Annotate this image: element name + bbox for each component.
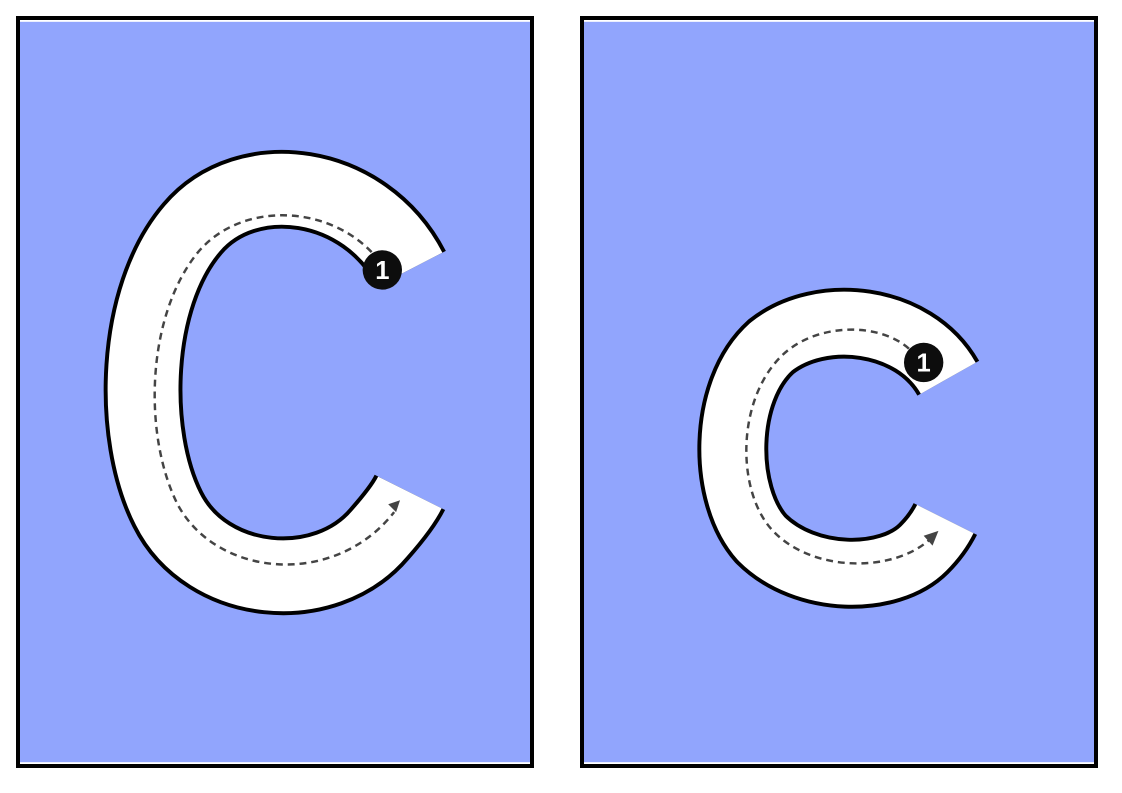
card-background [584, 22, 1094, 762]
lowercase-c-artwork: 1 [584, 20, 1094, 764]
card-background [20, 22, 530, 762]
lowercase-c-card: 1 [580, 16, 1098, 768]
start-marker-label: 1 [375, 257, 389, 285]
start-marker-label: 1 [917, 349, 931, 377]
uppercase-c-card: 1 [16, 16, 534, 768]
uppercase-c-artwork: 1 [20, 20, 530, 764]
